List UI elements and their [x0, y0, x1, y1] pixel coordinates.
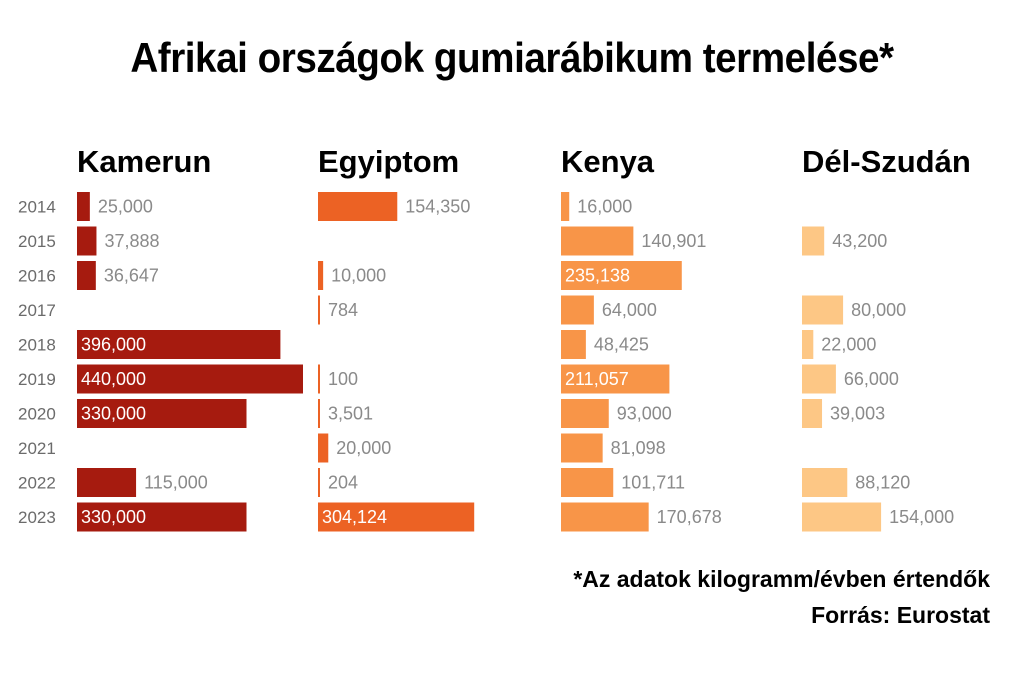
- bar-d-l-szud-n-2023: [802, 502, 882, 532]
- data-label-kenya-2020: 93,000: [617, 404, 672, 424]
- bar-kenya-2021: [561, 433, 603, 463]
- bar-egyiptom-2023: [318, 502, 475, 532]
- bar-d-l-szud-n-2019: [802, 364, 836, 394]
- footnote: *Az adatok kilogramm/évben értendők: [573, 566, 990, 592]
- year-label-2017: 2017: [18, 301, 56, 320]
- year-label-2016: 2016: [18, 267, 56, 286]
- data-label-kenya-2021: 81,098: [611, 438, 666, 458]
- bar-kamerun-2018: [77, 330, 281, 359]
- bar-d-l-szud-n-2020: [802, 399, 823, 428]
- data-label-d-l-szud-n-2019: 66,000: [844, 369, 899, 389]
- data-label-kamerun-2022: 115,000: [144, 473, 208, 493]
- year-label-2015: 2015: [18, 232, 56, 251]
- data-label-egyiptom-2020: 3,501: [328, 404, 373, 424]
- data-label-egyiptom-2019: 100: [328, 369, 358, 389]
- year-label-2023: 2023: [18, 508, 56, 527]
- bar-kamerun-2019: [77, 364, 303, 394]
- year-label-2021: 2021: [18, 439, 56, 458]
- bar-kamerun-2022: [77, 468, 137, 497]
- data-label-kenya-2016: 235,138: [565, 266, 630, 286]
- bar-kenya-2022: [561, 468, 614, 497]
- data-label-kenya-2019: 211,057: [565, 369, 629, 389]
- bar-kamerun-2016: [77, 261, 96, 290]
- data-label-egyiptom-2022: 204: [328, 473, 358, 493]
- data-label-kamerun-2014: 25,000: [98, 197, 153, 217]
- data-label-egyiptom-2014: 154,350: [405, 197, 470, 217]
- data-label-kenya-2023: 170,678: [657, 507, 722, 527]
- bar-kamerun-2014: [77, 192, 90, 221]
- bar-d-l-szud-n-2018: [802, 330, 814, 359]
- year-label-2014: 2014: [18, 198, 56, 217]
- bar-egyiptom-2016: [318, 261, 324, 290]
- data-label-d-l-szud-n-2017: 80,000: [851, 300, 906, 320]
- data-label-d-l-szud-n-2018: 22,000: [821, 335, 876, 355]
- series-header-d-l-szud-n: Dél-Szudán: [802, 144, 971, 179]
- bar-kenya-2016: [561, 261, 682, 290]
- bar-kenya-2023: [561, 502, 649, 532]
- year-label-2020: 2020: [18, 405, 56, 424]
- data-label-egyiptom-2023: 304,124: [322, 507, 387, 527]
- bar-d-l-szud-n-2022: [802, 468, 848, 497]
- bar-egyiptom-2019: [318, 364, 320, 394]
- bar-egyiptom-2017: [318, 295, 320, 325]
- data-label-kamerun-2018: 396,000: [81, 335, 146, 355]
- bar-egyiptom-2021: [318, 433, 329, 463]
- data-label-kenya-2022: 101,711: [621, 473, 685, 493]
- series-header-kamerun: Kamerun: [77, 144, 211, 179]
- data-label-d-l-szud-n-2015: 43,200: [832, 231, 887, 251]
- bar-kenya-2014: [561, 192, 570, 221]
- data-label-egyiptom-2016: 10,000: [331, 266, 386, 286]
- bar-kamerun-2020: [77, 399, 247, 428]
- bar-kenya-2020: [561, 399, 609, 428]
- data-label-d-l-szud-n-2022: 88,120: [855, 473, 910, 493]
- series-header-egyiptom: Egyiptom: [318, 144, 459, 179]
- data-label-kamerun-2020: 330,000: [81, 404, 146, 424]
- bar-kamerun-2015: [77, 226, 97, 256]
- data-label-egyiptom-2017: 784: [328, 300, 358, 320]
- bar-kenya-2018: [561, 330, 586, 359]
- chart-title: Afrikai országok gumiarábikum termelése*: [130, 34, 894, 81]
- series-header-kenya: Kenya: [561, 144, 655, 179]
- year-label-2019: 2019: [18, 370, 56, 389]
- bar-egyiptom-2022: [318, 468, 320, 497]
- bar-kenya-2015: [561, 226, 634, 256]
- data-label-kenya-2014: 16,000: [577, 197, 632, 217]
- data-label-kamerun-2016: 36,647: [104, 266, 159, 286]
- data-label-d-l-szud-n-2020: 39,003: [830, 404, 885, 424]
- bar-kenya-2019: [561, 364, 670, 394]
- data-label-kenya-2015: 140,901: [641, 231, 706, 251]
- year-label-2022: 2022: [18, 474, 56, 493]
- bar-d-l-szud-n-2017: [802, 295, 844, 325]
- year-label-2018: 2018: [18, 336, 56, 355]
- data-label-d-l-szud-n-2023: 154,000: [889, 507, 954, 527]
- source-note: Forrás: Eurostat: [811, 602, 990, 628]
- bar-d-l-szud-n-2015: [802, 226, 825, 256]
- bar-egyiptom-2014: [318, 192, 398, 221]
- data-label-kenya-2017: 64,000: [602, 300, 657, 320]
- data-label-kamerun-2019: 440,000: [81, 369, 146, 389]
- data-label-egyiptom-2021: 20,000: [336, 438, 391, 458]
- data-label-kamerun-2015: 37,888: [104, 231, 159, 251]
- bar-kenya-2017: [561, 295, 594, 325]
- data-label-kamerun-2023: 330,000: [81, 507, 146, 527]
- bar-kamerun-2023: [77, 502, 247, 532]
- bar-egyiptom-2020: [318, 399, 320, 428]
- data-label-kenya-2018: 48,425: [594, 335, 649, 355]
